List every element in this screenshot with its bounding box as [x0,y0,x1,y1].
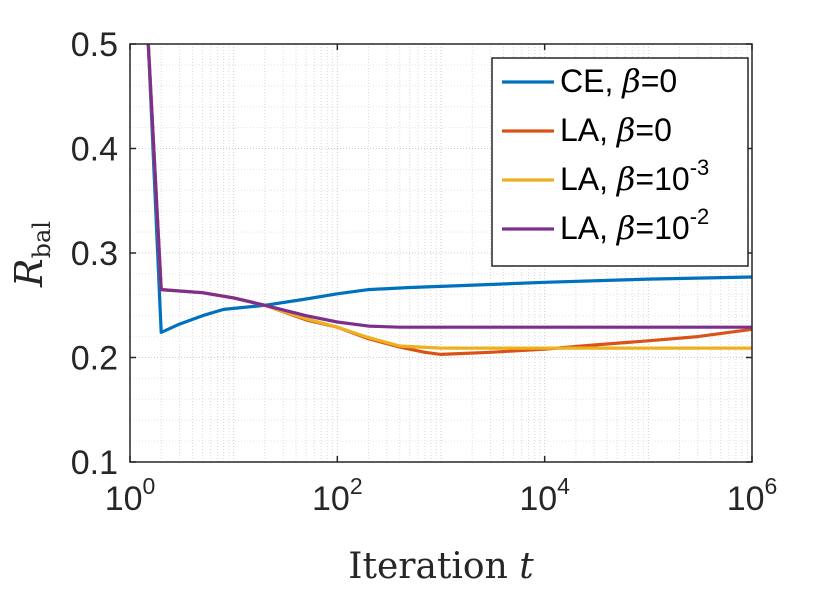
x-tick-label: 100 [105,473,156,518]
x-tick-label: 104 [519,473,570,518]
legend-item: LA, β=10-3 [502,155,709,198]
legend-box [491,57,749,267]
y-tick-label: 0.3 [71,235,118,273]
y-axis-label-subscript: bal [28,221,56,258]
legend-label: LA, β=10-3 [560,155,709,198]
tick-marks [129,43,753,463]
y-tick-labels: 0.1 0.2 0.3 0.4 0.5 [71,26,118,482]
series-line [146,43,752,329]
y-tick-label: 0.2 [71,340,118,378]
legend-item: LA, β=0 [502,111,672,149]
x-axis-label: Iteration t [348,546,534,587]
x-tick-label: 106 [727,473,778,518]
series-layer [146,43,753,356]
x-axis-label-text: Iteration [348,546,508,587]
legend-item: CE, β=0 [502,62,677,100]
legend-label: CE, β=0 [560,62,677,100]
legend-label: LA, β=10-2 [560,204,709,247]
series-line [146,43,753,334]
x-tick-labels: 100 102 104 106 [105,473,778,518]
legend-item: LA, β=10-2 [502,204,709,247]
y-axis-label: Rbal [7,221,56,288]
legend: CE, β=0 LA, β=0 LA, β=10-3 LA, β=10-2 [491,57,749,267]
y-axis-label-symbol: R [7,258,51,288]
y-tick-label: 0.4 [71,131,118,169]
y-tick-label: 0.1 [71,444,118,482]
y-tick-label: 0.5 [71,26,118,64]
x-tick-label: 102 [312,473,363,518]
legend-label: LA, β=0 [560,111,672,149]
x-axis-label-var: t [519,546,534,587]
